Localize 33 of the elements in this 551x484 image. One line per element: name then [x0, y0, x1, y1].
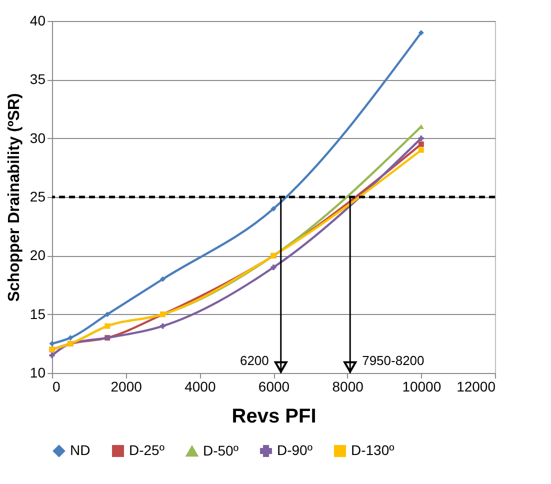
y-tick-label: 20	[30, 247, 46, 264]
x-tick-label: 6000	[258, 378, 290, 394]
legend-label: D-25º	[129, 442, 164, 458]
y-tick-label: 15	[30, 306, 46, 322]
x-tick-label: 8000	[332, 378, 364, 394]
point	[49, 340, 55, 346]
x-tick-label: 0	[52, 378, 60, 394]
point	[418, 141, 424, 147]
y-tick-label: 25	[30, 188, 46, 204]
x-axis-title: Revs PFI	[232, 406, 316, 428]
legend-label: D-50º	[203, 442, 238, 458]
point	[160, 276, 166, 282]
x-tick-label: 10000	[402, 378, 442, 394]
legend-label: D-130º	[351, 442, 394, 458]
point	[418, 147, 424, 153]
y-tick-label: 35	[30, 71, 46, 88]
x-tick-label: 4000	[184, 378, 216, 394]
x-tick-label: 2000	[110, 378, 142, 394]
point	[160, 323, 166, 329]
y-axis-title: Schopper Drainability (ºSR)	[6, 93, 23, 302]
point	[418, 136, 424, 142]
point	[418, 30, 424, 36]
point	[68, 335, 74, 341]
y-tick-label: 30	[30, 130, 46, 146]
x-tick-label: 12000	[456, 378, 496, 394]
annotation: 6200	[240, 353, 269, 368]
y-tick-label: 10	[30, 364, 46, 380]
point	[104, 312, 110, 318]
legend-label: ND	[70, 442, 90, 458]
annotation: 7950-8200	[362, 353, 424, 368]
legend-label: D-90º	[277, 442, 312, 458]
point	[270, 206, 276, 212]
y-tick-label: 40	[30, 12, 46, 28]
